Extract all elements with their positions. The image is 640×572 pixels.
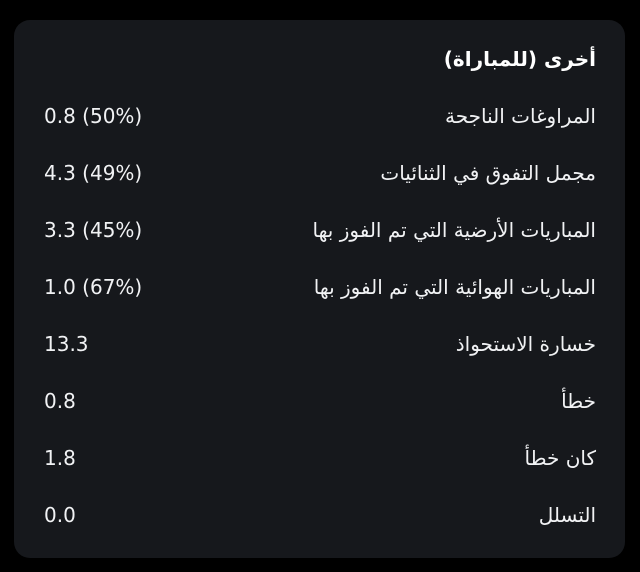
- stat-row-fouls: خطأ 0.8: [44, 386, 596, 416]
- stat-value: 1.8: [44, 446, 76, 470]
- stat-label: المراوغات الناجحة: [445, 104, 596, 128]
- stat-label: خطأ: [561, 389, 596, 413]
- stat-label: المباريات الهوائية التي تم الفوز بها: [313, 275, 596, 299]
- stat-row-possession-lost: خسارة الاستحواذ 13.3: [44, 329, 596, 359]
- stat-row-was-fouled: كان خطأ 1.8: [44, 443, 596, 473]
- stat-row-offsides: التسلل 0.0: [44, 500, 596, 530]
- stat-label: المباريات الأرضية التي تم الفوز بها: [312, 218, 596, 242]
- stats-card: أخرى (للمباراة) المراوغات الناجحة 0.8 (5…: [14, 20, 625, 558]
- stat-value: 3.3 (45%): [44, 218, 143, 242]
- stat-label: مجمل التفوق في الثنائيات: [380, 161, 596, 185]
- stat-row-total-duels-won: مجمل التفوق في الثنائيات 4.3 (49%): [44, 158, 596, 188]
- stat-value: 0.0: [44, 503, 76, 527]
- stat-row-successful-dribbles: المراوغات الناجحة 0.8 (50%): [44, 101, 596, 131]
- stat-label: التسلل: [538, 503, 596, 527]
- stat-value: 0.8 (50%): [44, 104, 143, 128]
- stat-label: كان خطأ: [524, 446, 596, 470]
- card-title: أخرى (للمباراة): [443, 47, 596, 71]
- stat-row-aerial-duels-won: المباريات الهوائية التي تم الفوز بها 1.0…: [44, 272, 596, 302]
- stat-value: 0.8: [44, 389, 76, 413]
- stat-value: 1.0 (67%): [44, 275, 143, 299]
- stat-label: خسارة الاستحواذ: [455, 332, 596, 356]
- stat-value: 4.3 (49%): [44, 161, 143, 185]
- stat-row-ground-duels-won: المباريات الأرضية التي تم الفوز بها 3.3 …: [44, 215, 596, 245]
- stat-value: 13.3: [44, 332, 89, 356]
